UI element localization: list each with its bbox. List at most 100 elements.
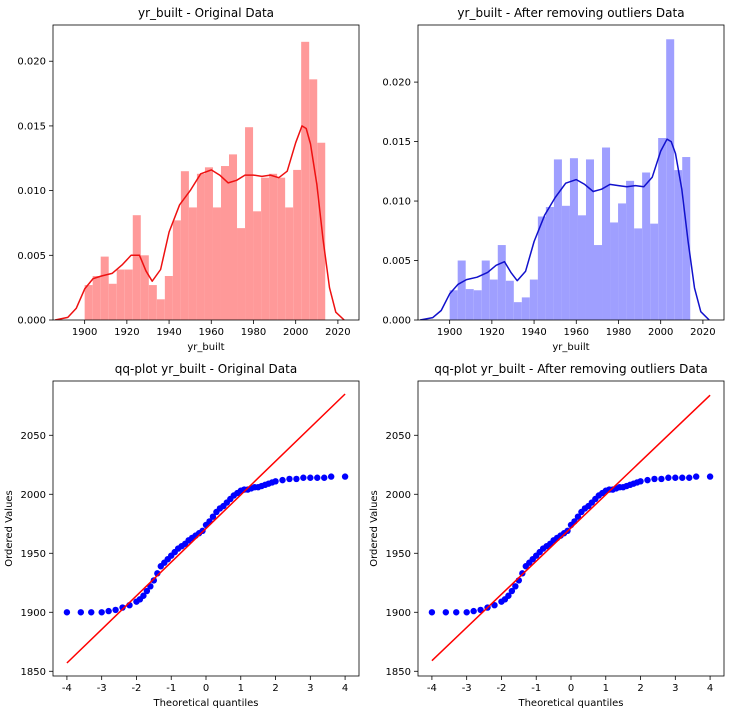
- histogram-bar: [553, 159, 562, 320]
- x-tick-label: 1920: [114, 327, 139, 338]
- histogram-bar: [457, 260, 466, 320]
- histogram-bar: [188, 207, 197, 320]
- histogram-bar: [658, 138, 667, 320]
- x-tick-label: -2: [131, 683, 141, 694]
- histogram-bar: [140, 255, 149, 320]
- histogram-bar: [537, 216, 546, 320]
- qq-point: [463, 609, 470, 616]
- histogram-bar: [277, 177, 286, 320]
- qq-point: [321, 474, 328, 481]
- qq-point: [150, 577, 158, 584]
- qq-point: [293, 475, 300, 483]
- x-axis-label: yr_built: [552, 342, 589, 353]
- y-tick-label: 1950: [386, 549, 411, 560]
- y-tick-label: 0.015: [17, 121, 46, 132]
- y-tick-label: 0.010: [17, 186, 46, 197]
- histogram-bar: [108, 283, 117, 320]
- qq-point: [651, 475, 658, 483]
- histogram-bar: [220, 166, 230, 320]
- histogram-bar: [100, 256, 109, 320]
- histogram-bar: [196, 173, 205, 320]
- y-tick-label: 0.005: [382, 256, 411, 267]
- x-tick-label: 2020: [325, 327, 350, 338]
- x-tick-label: -3: [97, 683, 107, 694]
- x-tick-label: 1960: [199, 327, 224, 338]
- qq-point: [453, 609, 460, 616]
- histogram-bar: [489, 279, 498, 320]
- qq-point: [143, 587, 151, 595]
- histogram-bar: [626, 180, 635, 320]
- x-tick-label: -1: [531, 683, 541, 694]
- histogram-bar: [301, 41, 310, 320]
- histogram-bar: [497, 245, 506, 320]
- histogram-bar: [634, 228, 643, 320]
- histogram-bar: [585, 159, 595, 320]
- qq-plot-after-panel: -4 -3 -2 -1 0 1 2 3 4 1850 1900 1950 2000 2050 qq-plot…: [369, 362, 725, 709]
- y-tick-label: 1950: [21, 549, 46, 560]
- x-tick-label: 1900: [72, 327, 97, 338]
- x-tick-label: -4: [427, 683, 437, 694]
- histogram-bar: [132, 215, 141, 320]
- histogram-bar: [180, 171, 189, 320]
- histogram-bar: [505, 280, 514, 320]
- qq-point: [672, 474, 679, 481]
- histogram-bar: [269, 173, 278, 320]
- qq-fit-line: [66, 393, 346, 664]
- histogram-bar: [618, 203, 627, 320]
- qq-point: [658, 475, 665, 483]
- x-tick-label: 2: [637, 683, 643, 694]
- y-tick-label: 2050: [386, 431, 411, 442]
- x-tick-label: 3: [307, 683, 313, 694]
- x-tick-label: 2000: [648, 327, 673, 338]
- histogram-bar: [204, 167, 213, 320]
- x-tick-label: 1: [603, 683, 609, 694]
- x-tick-label: -1: [166, 683, 176, 694]
- histogram-bar: [610, 222, 619, 320]
- x-tick-label: 2: [272, 683, 278, 694]
- qq-point: [512, 583, 519, 590]
- histogram-bar: [473, 290, 482, 320]
- qq-point: [686, 474, 693, 481]
- x-tick-label: -3: [462, 683, 472, 694]
- qq-point: [706, 473, 714, 480]
- y-tick-label: 0.005: [17, 251, 46, 262]
- qq-point: [140, 592, 147, 599]
- chart-title: qq-plot yr_built - Original Data: [115, 362, 297, 376]
- histogram-bar: [642, 172, 651, 320]
- x-tick-label: -4: [62, 683, 72, 694]
- histogram-bar: [172, 220, 181, 320]
- x-tick-label: 1980: [241, 327, 266, 338]
- qq-point: [300, 474, 307, 481]
- y-tick-label: 1850: [21, 667, 46, 678]
- chart-title: yr_built - Original Data: [138, 6, 274, 20]
- y-tick-label: 1900: [21, 608, 46, 619]
- x-tick-label: 2020: [690, 327, 715, 338]
- x-tick-label: 0: [568, 683, 574, 694]
- qq-fit-line: [431, 394, 711, 662]
- x-tick-label: 1960: [564, 327, 589, 338]
- qq-point: [679, 474, 686, 481]
- qq-point: [272, 478, 279, 485]
- histogram-bar: [156, 299, 165, 320]
- qq-point: [508, 587, 516, 595]
- histogram-bar: [545, 206, 554, 320]
- qq-point: [505, 592, 512, 599]
- histogram-bar: [529, 279, 538, 320]
- axes-frame: [52, 24, 360, 321]
- qq-point: [442, 609, 450, 616]
- kde-curve: [419, 138, 710, 320]
- histogram-bar: [449, 290, 458, 320]
- qq-point: [491, 602, 498, 609]
- histogram-bar: [116, 269, 125, 320]
- y-tick-label: 2050: [21, 431, 46, 442]
- qq-point: [428, 609, 436, 616]
- qq-point: [112, 606, 119, 614]
- qq-point: [119, 604, 126, 611]
- histogram-bar: [84, 285, 93, 320]
- histogram-bar: [92, 276, 101, 320]
- kde-curve: [54, 125, 345, 320]
- histogram-bar: [253, 211, 262, 320]
- histogram-bar: [229, 154, 238, 320]
- x-tick-label: 2000: [283, 327, 308, 338]
- x-tick-label: 1920: [479, 327, 504, 338]
